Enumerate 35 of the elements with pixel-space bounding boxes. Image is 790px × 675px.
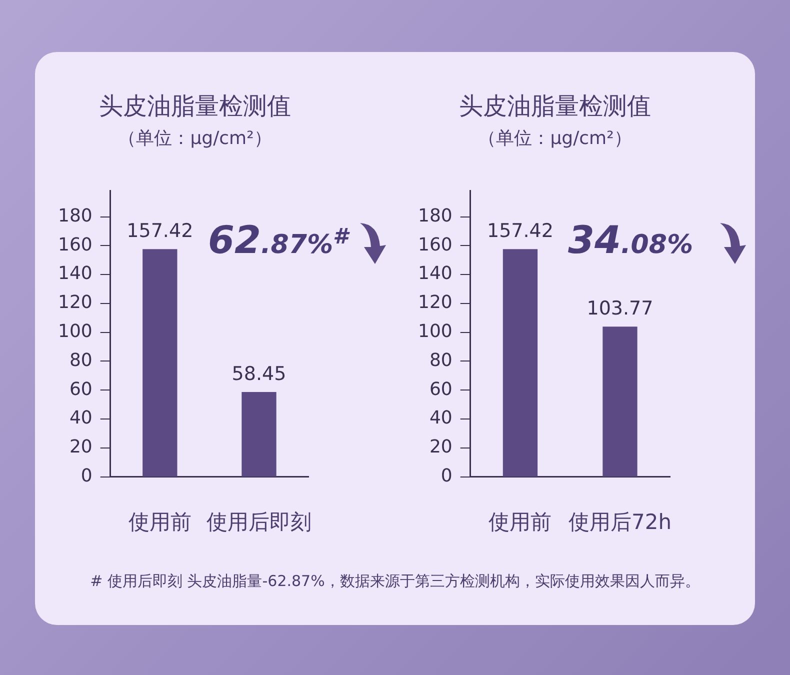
- y-tick-label: 20: [69, 436, 92, 458]
- data-label: 157.42: [486, 220, 554, 242]
- y-tick-label: 40: [429, 408, 452, 429]
- y-tick-label: 140: [58, 263, 92, 284]
- y-tick-label: 120: [418, 292, 452, 314]
- chart-title: 头皮油脂量检测值: [458, 91, 652, 122]
- y-tick-label: 0: [440, 465, 452, 486]
- y-tick-label: 160: [418, 234, 452, 256]
- y-tick-label: 100: [418, 321, 452, 342]
- chart-subtitle: （单位：μg/cm²）: [477, 127, 633, 150]
- y-tick-label: 120: [58, 292, 92, 314]
- x-tick-label: 使用后72h: [568, 510, 672, 534]
- annotation: 34.08%: [568, 218, 693, 262]
- y-tick-label: 60: [429, 378, 452, 400]
- text: # 使用后即刻 头皮油脂量-62.87%，数据来源于第三方检测机构，实际使用效果因人而异。: [89, 572, 701, 591]
- y-tick-label: 80: [429, 350, 452, 371]
- x-tick-label: 使用后即刻: [206, 510, 312, 534]
- y-tick-label: 180: [58, 205, 92, 226]
- data-label: 58.45: [232, 362, 286, 385]
- data-label: 103.77: [586, 297, 654, 320]
- y-tick-label: 20: [429, 436, 452, 458]
- y-tick-label: 100: [58, 321, 92, 342]
- x-tick-label: 使用前: [128, 510, 192, 534]
- y-tick-label: 140: [418, 263, 452, 284]
- chart-subtitle: （单位：μg/cm²）: [117, 127, 273, 150]
- y-tick-label: 80: [69, 350, 92, 371]
- x-tick-label: 使用前: [488, 510, 552, 534]
- chart-title: 头皮油脂量检测值: [98, 91, 292, 122]
- y-tick-label: 40: [69, 408, 92, 429]
- data-label: 157.42: [126, 220, 194, 242]
- y-tick-label: 0: [80, 465, 92, 486]
- annotation: 62.87%$^{#}$: [208, 218, 348, 262]
- y-tick-label: 180: [418, 205, 452, 226]
- y-tick-label: 60: [69, 378, 92, 400]
- y-tick-label: 160: [58, 234, 92, 256]
